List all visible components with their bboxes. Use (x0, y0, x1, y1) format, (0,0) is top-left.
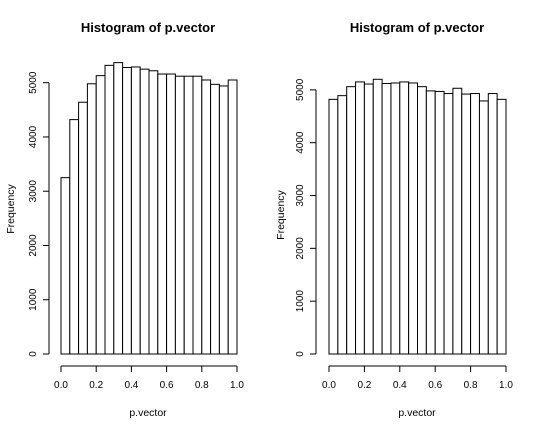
bars-group (328, 78, 507, 355)
y-tick-label: 5000 (295, 78, 306, 101)
y-tick-label: 3000 (28, 180, 39, 203)
histogram-bar (192, 75, 203, 355)
histogram-bar (390, 82, 401, 355)
histogram-bar (139, 68, 150, 355)
histogram-bar (443, 93, 454, 355)
y-axis: 0 1000 2000 3000 4000 5000 (295, 78, 317, 357)
histogram-bar (337, 95, 348, 355)
histogram-bar (60, 177, 71, 355)
histogram-bar (69, 119, 80, 355)
histogram-bar (157, 73, 168, 355)
x-tick-label: 0.6 (428, 380, 442, 391)
x-axis-label: p.vector (129, 407, 167, 419)
histogram-bar (130, 66, 141, 355)
x-tick-label: 1.0 (499, 380, 513, 391)
y-tick-label: 5000 (28, 71, 39, 94)
histogram-bar (470, 93, 480, 355)
histogram-bar (148, 70, 159, 355)
histogram-bar (86, 83, 97, 355)
y-axis: 0 1000 2000 3000 4000 5000 (28, 71, 50, 357)
x-tick-label: 0.0 (54, 380, 68, 391)
histogram-panel-left: Histogram of p.vector p.vector Frequency… (5, 20, 244, 419)
x-tick-label: 0.0 (322, 380, 336, 391)
histogram-bar (78, 101, 88, 355)
histogram-bar (174, 75, 185, 355)
histogram-bar (434, 90, 445, 355)
histogram-panel-right: Histogram of p.vector p.vector Frequency… (275, 20, 513, 419)
x-axis: 0.0 0.2 0.4 0.6 0.8 1.0 (322, 365, 513, 391)
x-tick-label: 0.6 (160, 380, 174, 391)
histogram-bar (399, 81, 410, 355)
histogram-bar (417, 86, 427, 355)
histogram-bar (408, 82, 418, 355)
y-axis-label: Frequency (5, 183, 17, 233)
histogram-bar (227, 79, 238, 355)
histogram-bar (201, 79, 212, 355)
y-tick-label: 3000 (295, 184, 306, 207)
histogram-bar (363, 83, 374, 355)
histogram-bar (425, 90, 436, 355)
y-tick-label: 2000 (295, 237, 306, 260)
x-tick-label: 1.0 (230, 380, 244, 391)
y-axis-label: Frequency (275, 189, 287, 239)
x-tick-label: 0.8 (195, 380, 209, 391)
histogram-bar (381, 83, 392, 355)
x-tick-label: 0.4 (393, 380, 407, 391)
histogram-bar (452, 87, 463, 355)
histogram-bar (461, 93, 472, 355)
histogram-bar (104, 64, 115, 355)
x-axis-label: p.vector (398, 407, 436, 419)
histogram-bar (218, 85, 229, 355)
histogram-bar (166, 73, 176, 355)
histogram-bar (496, 98, 507, 355)
x-tick-label: 0.4 (124, 380, 138, 391)
bars-group (60, 62, 238, 355)
histogram-bar (122, 67, 132, 355)
histogram-bar (328, 98, 339, 355)
x-axis: 0.0 0.2 0.4 0.6 0.8 1.0 (54, 365, 244, 391)
histogram-bar (113, 62, 124, 355)
histogram-bar (355, 81, 365, 355)
histogram-bar (95, 75, 106, 355)
histogram-bar (210, 83, 220, 355)
y-tick-label: 1000 (28, 288, 39, 311)
y-tick-label: 4000 (295, 131, 306, 154)
y-tick-label: 4000 (28, 125, 39, 148)
y-tick-label: 1000 (295, 290, 306, 313)
histogram-bar (346, 86, 357, 355)
histogram-bar (478, 100, 489, 355)
histogram-bar (183, 75, 194, 355)
x-tick-label: 0.2 (89, 380, 103, 391)
x-tick-label: 0.2 (357, 380, 371, 391)
y-tick-label: 2000 (28, 234, 39, 257)
x-tick-label: 0.8 (464, 380, 478, 391)
histogram-bar (487, 93, 498, 355)
chart-title: Histogram of p.vector (350, 20, 484, 35)
chart-title: Histogram of p.vector (81, 20, 215, 35)
y-tick-label: 0 (295, 351, 306, 357)
histogram-bar (372, 78, 383, 355)
y-tick-label: 0 (28, 351, 39, 357)
